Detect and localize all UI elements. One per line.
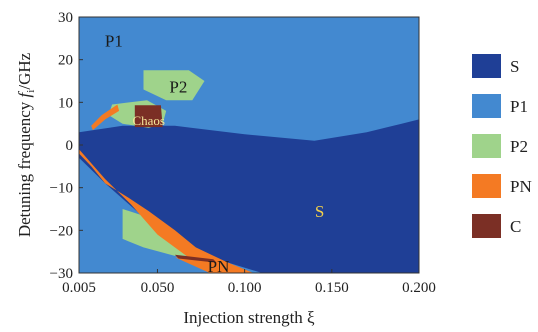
y-axis-label-group: Detuning frequency fi/GHz xyxy=(15,52,37,237)
y-axis: 30 20 10 0 −10 −20 −30 xyxy=(50,10,83,282)
region-annotation: P2 xyxy=(169,78,187,97)
plot-area xyxy=(79,17,419,273)
legend-label-s: S xyxy=(510,57,519,76)
x-axis-label: Injection strength ξ xyxy=(183,308,315,327)
legend-label-c: C xyxy=(510,217,521,236)
y-tick-label: −20 xyxy=(50,223,73,239)
legend-label-pn: PN xyxy=(510,177,532,196)
legend-label-p1: P1 xyxy=(510,97,528,116)
y-tick-label: 30 xyxy=(58,10,73,26)
legend: S P1 P2 PN C xyxy=(472,54,532,238)
legend-swatch-p1 xyxy=(472,94,501,118)
region-c-8 xyxy=(174,254,217,263)
x-tick-label: 0.200 xyxy=(402,280,436,296)
legend-label-p2: P2 xyxy=(510,137,528,156)
x-tick-label: 0.005 xyxy=(62,280,96,296)
x-tick-label: 0.100 xyxy=(228,280,262,296)
region-annotation: S xyxy=(315,202,324,221)
region-pn-7 xyxy=(174,257,240,273)
y-tick-label: −30 xyxy=(50,266,73,282)
region-annotation: PN xyxy=(208,257,230,276)
legend-swatch-p2 xyxy=(472,134,501,158)
region-annotation: Chaos xyxy=(132,113,165,128)
y-tick-label: 0 xyxy=(66,138,74,154)
legend-swatch-s xyxy=(472,54,501,78)
region-s-0 xyxy=(79,119,419,273)
y-tick-label: 20 xyxy=(58,53,73,69)
region-pn-6 xyxy=(91,104,120,131)
legend-swatch-pn xyxy=(472,174,501,198)
region-annotation: P1 xyxy=(105,32,123,51)
y-axis-label: Detuning frequency fi/GHz xyxy=(15,52,37,237)
x-tick-label: 0.050 xyxy=(141,280,175,296)
legend-swatch-c xyxy=(472,214,501,238)
region-p2-1 xyxy=(143,70,205,101)
x-axis: 0.005 0.050 0.100 0.150 0.200 xyxy=(62,269,436,296)
y-tick-label: 10 xyxy=(58,95,73,111)
region-c-3 xyxy=(134,105,163,128)
y-tick-label: −10 xyxy=(50,181,73,197)
x-tick-label: 0.150 xyxy=(315,280,349,296)
annotations: P1 P2 Chaos S PN xyxy=(105,32,324,276)
